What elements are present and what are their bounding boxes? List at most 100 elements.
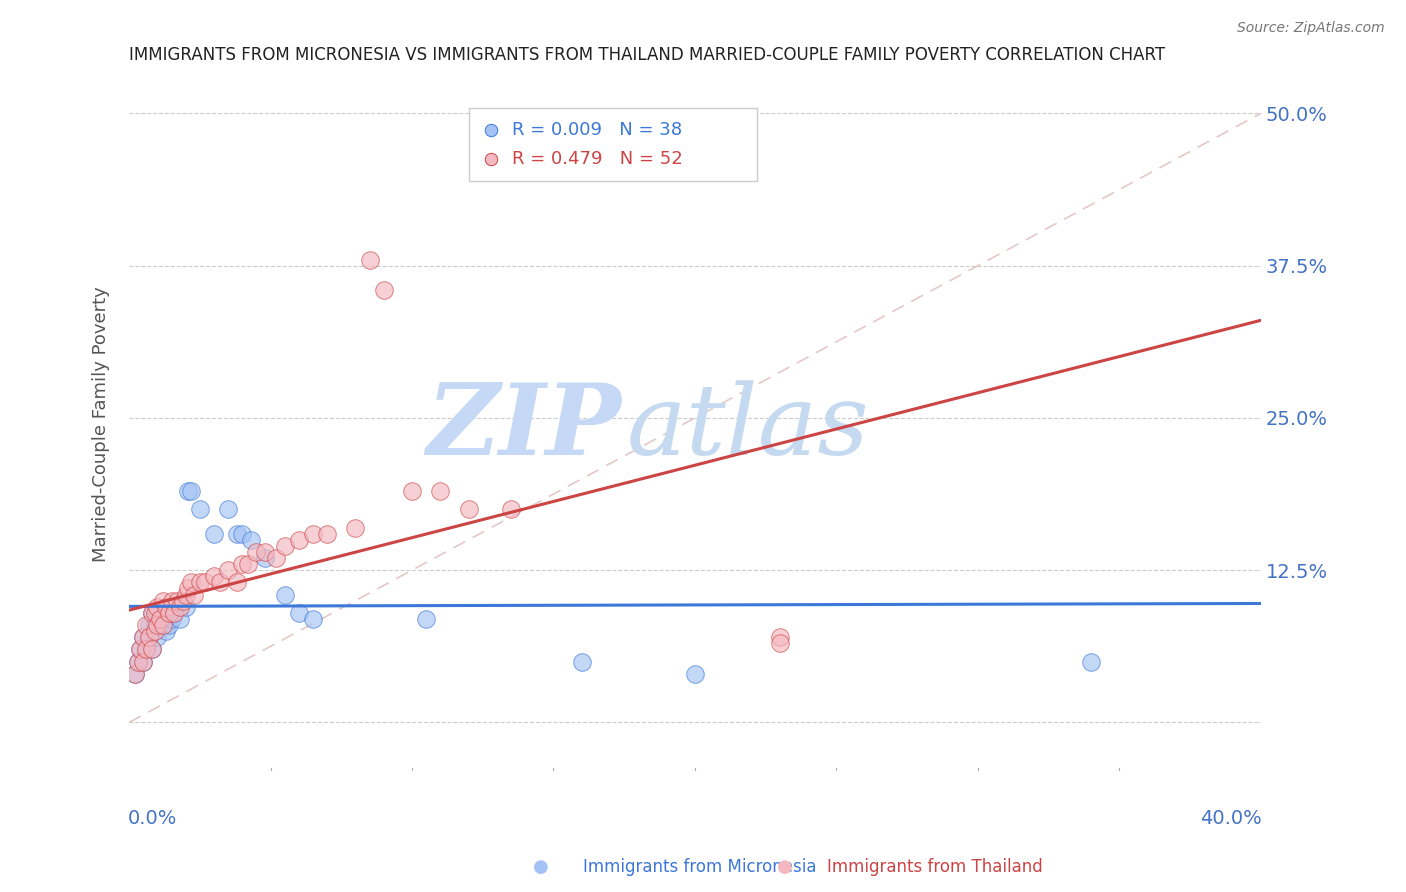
Point [429,483,451,498]
Text: atlas: atlas [627,380,870,475]
Point [177,483,200,498]
Text: 40.0%: 40.0% [1201,809,1261,829]
Text: IMMIGRANTS FROM MICRONESIA VS IMMIGRANTS FROM THAILAND MARRIED-COUPLE FAMILY POV: IMMIGRANTS FROM MICRONESIA VS IMMIGRANTS… [129,46,1166,64]
Point [344,520,367,534]
Text: R = 0.009   N = 38: R = 0.009 N = 38 [512,121,682,139]
Point [146,606,169,620]
Point [316,526,339,541]
Point [571,655,593,669]
Point [172,593,194,607]
Point [415,612,437,626]
Point [683,666,706,681]
Point [135,618,157,632]
Point [231,557,253,571]
Point [359,252,381,267]
Point [166,593,188,607]
Point [302,612,325,626]
Point [149,618,172,632]
Point [127,655,149,669]
Point [180,575,202,590]
Point [127,655,149,669]
Point [132,655,155,669]
Point [152,593,174,607]
Point [169,612,191,626]
Point [457,502,479,516]
Point [225,526,247,541]
Point [163,606,186,620]
Point [141,642,163,657]
Point [146,630,169,644]
Point [217,563,239,577]
Point [138,618,160,632]
Point [177,582,200,596]
Point [138,630,160,644]
Point [236,557,259,571]
Point [143,618,166,632]
Point [138,630,160,644]
Text: Immigrants from Thailand: Immigrants from Thailand [827,858,1042,876]
Point [129,642,152,657]
Point [157,606,180,620]
Point [157,618,180,632]
Point [174,599,197,614]
Point [152,606,174,620]
Point [264,551,287,566]
Point [160,612,183,626]
Point [273,588,295,602]
Point [373,283,395,297]
Y-axis label: Married-Couple Family Poverty: Married-Couple Family Poverty [93,286,110,562]
Point [174,588,197,602]
Point [135,642,157,657]
Point [141,606,163,620]
Point [132,630,155,644]
Text: ●: ● [776,858,793,876]
Point [163,599,186,614]
Point [146,618,169,632]
Point [253,545,276,559]
Point [231,526,253,541]
Point [155,599,177,614]
Point [149,612,172,626]
Point [143,624,166,639]
Point [141,606,163,620]
Point [155,624,177,639]
Point [146,599,169,614]
Point [194,575,217,590]
Text: Source: ZipAtlas.com: Source: ZipAtlas.com [1237,21,1385,35]
FancyBboxPatch shape [468,108,758,181]
Point [273,539,295,553]
Point [160,593,183,607]
Point [129,642,152,657]
Point [217,502,239,516]
Point [169,599,191,614]
Point [769,630,792,644]
Point [152,618,174,632]
Point [1080,655,1102,669]
Point [288,606,311,620]
Point [202,569,225,583]
Text: 0.0%: 0.0% [128,809,177,829]
Point [188,502,211,516]
Text: R = 0.479   N = 52: R = 0.479 N = 52 [512,150,682,168]
Point [208,575,231,590]
Point [143,606,166,620]
Point [302,526,325,541]
Point [135,642,157,657]
Point [183,588,205,602]
Point [132,655,155,669]
Point [141,642,163,657]
Point [288,533,311,547]
Point [202,526,225,541]
Point [401,483,423,498]
Point [769,636,792,650]
Point [188,575,211,590]
Point [132,630,155,644]
Point [180,483,202,498]
Point [253,551,276,566]
Point [239,533,262,547]
Text: Immigrants from Micronesia: Immigrants from Micronesia [583,858,817,876]
Text: ●: ● [533,858,550,876]
Point [245,545,267,559]
Point [124,666,146,681]
Point [499,502,522,516]
